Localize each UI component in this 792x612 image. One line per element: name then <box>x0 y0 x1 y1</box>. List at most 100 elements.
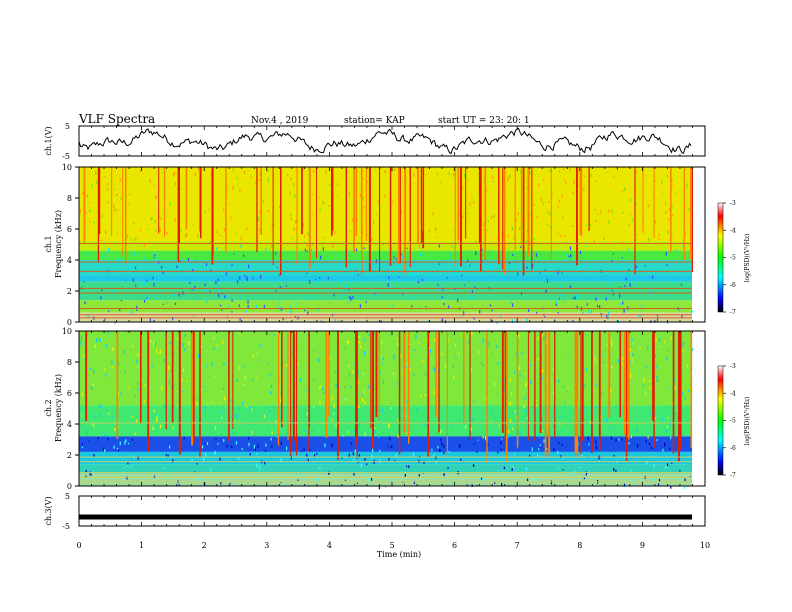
spectrogram-pixel <box>682 434 684 437</box>
spectrogram-pixel <box>274 474 276 476</box>
spectrogram-pixel <box>238 407 240 410</box>
spectrogram-pixel <box>561 443 563 446</box>
spectrogram-pixel <box>654 180 657 182</box>
spectrogram-pixel <box>654 220 657 224</box>
spectrogram-pixel <box>281 240 284 244</box>
spectrogram-pixel <box>562 469 564 471</box>
spectrogram-pixel <box>303 235 305 238</box>
spectrogram-pixel <box>509 262 511 264</box>
spectrogram-pixel <box>594 357 596 362</box>
spectrogram-sferic <box>486 331 488 463</box>
spectrogram-pixel <box>232 167 234 172</box>
spectrogram-pixel <box>111 360 113 365</box>
spectrogram-pixel <box>373 220 375 224</box>
spectrogram-pixel <box>400 353 402 358</box>
spectrogram-pixel <box>192 224 194 227</box>
spectrogram-pixel <box>359 304 361 308</box>
spectrogram-sferic <box>353 167 355 253</box>
spectrogram-pixel <box>105 344 108 348</box>
spectrogram-pixel <box>190 263 192 266</box>
spectrogram-pixel <box>81 415 84 417</box>
spectrogram-pixel <box>537 477 539 480</box>
spectrogram-pixel <box>560 229 562 231</box>
spectrogram-pixel <box>515 219 518 221</box>
spectrogram-pixel <box>450 424 452 427</box>
spectrogram-pixel <box>198 354 200 358</box>
spectrogram-sferic <box>683 167 685 261</box>
spectrogram-pixel <box>429 346 431 350</box>
spectrogram-pixel <box>459 211 461 216</box>
spectrogram-pixel <box>103 176 106 178</box>
spectrogram-pixel <box>221 477 223 481</box>
spectrogram-pixel <box>595 180 597 183</box>
spectrogram-pixel <box>484 436 487 440</box>
spectrogram-pixel <box>91 386 93 390</box>
spectrogram-band <box>79 250 692 260</box>
spectrogram-pixel <box>490 420 492 422</box>
spectrogram-pixel <box>99 414 101 418</box>
spectrogram-sferic <box>290 331 292 456</box>
spectrogram-pixel <box>245 310 247 313</box>
spectrogram-pixel <box>90 371 92 373</box>
spectrogram-pixel <box>602 268 604 270</box>
spectrogram-pixel <box>493 214 495 218</box>
spectrogram-pixel <box>365 301 367 303</box>
spectrogram-pixel <box>237 457 240 460</box>
spectrogram-pixel <box>441 442 443 446</box>
spectrogram-pixel <box>608 219 610 224</box>
spectrogram-pixel <box>342 290 344 294</box>
spectrogram-pixel <box>289 227 291 230</box>
spectrogram-pixel <box>189 281 191 285</box>
spectrogram-pixel <box>169 343 171 345</box>
spectrogram-pixel <box>391 304 394 307</box>
spectrogram-pixel <box>675 249 677 252</box>
spectrogram-pixel <box>198 232 201 236</box>
spectrogram-pixel <box>293 227 295 232</box>
spectrogram-pixel <box>391 402 393 404</box>
spectrogram-pixel <box>229 483 231 485</box>
spectrogram-pixel <box>273 182 275 186</box>
spectrogram-pixel <box>95 180 98 185</box>
spectrogram-pixel <box>509 419 512 423</box>
spectrogram-pixel <box>371 237 373 241</box>
spectrogram-pixel <box>507 177 509 181</box>
spectrogram-pixel <box>649 386 651 389</box>
spectrogram-pixel <box>481 249 483 251</box>
spectrogram-pixel <box>678 478 680 480</box>
spectrogram-pixel <box>94 415 96 418</box>
spectrogram-pixel <box>114 427 116 431</box>
spectrogram-pixel <box>654 478 656 481</box>
spectrogram-pixel <box>549 169 551 173</box>
spectrogram-pixel <box>307 458 309 462</box>
spectrogram-pixel <box>432 211 434 216</box>
spectrogram-pixel <box>349 230 351 233</box>
colorbar-tick-label: -4 <box>730 390 736 397</box>
spectrogram-pixel <box>691 310 693 313</box>
spectrogram-pixel <box>539 197 541 201</box>
date-label: Nov.4 , 2019 <box>251 116 309 126</box>
spectrogram-pixel <box>489 304 492 307</box>
spectrogram-pixel <box>364 339 366 342</box>
spectrogram-pixel <box>561 199 563 203</box>
spectrogram-pixel <box>200 345 202 348</box>
spectrogram-pixel <box>458 178 460 181</box>
spectrogram-pixel <box>224 227 226 232</box>
spectrogram-pixel <box>451 245 453 248</box>
spectrogram-pixel <box>683 341 685 344</box>
spectrogram-pixel <box>210 467 212 472</box>
spectrogram-pixel <box>662 417 664 421</box>
spectrogram-pixel <box>665 397 667 398</box>
spectrogram-pixel <box>269 405 271 409</box>
spectrogram-pixel <box>631 479 633 482</box>
spectrogram-pixel <box>511 226 513 231</box>
spectrogram-pixel <box>473 464 475 467</box>
spectrogram-pixel <box>354 430 356 433</box>
x-tick-label: 1 <box>139 541 144 550</box>
spectrogram-pixel <box>468 212 470 214</box>
spectrogram-pixel <box>228 473 230 476</box>
spectrogram-pixel <box>295 220 297 224</box>
spectrogram-sferic <box>316 167 317 258</box>
spectrogram-pixel <box>421 278 423 281</box>
spectrogram-pixel <box>400 210 402 215</box>
spectrogram-pixel <box>643 378 645 383</box>
